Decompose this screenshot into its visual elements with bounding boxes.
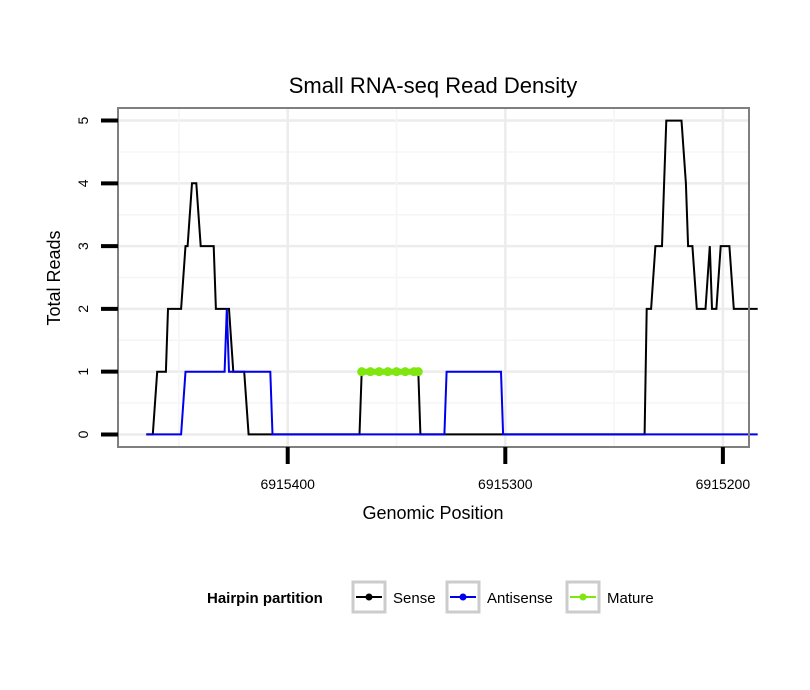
series-layer: [146, 119, 758, 436]
plot-panel-border: [117, 107, 750, 448]
y-tick-label-1: 1: [75, 368, 91, 376]
legend-label-sense: Sense: [393, 590, 436, 607]
y-tick-label-5: 5: [75, 116, 91, 124]
y-axis: 0 1 2 3 4 5: [75, 116, 118, 438]
y-tick-label-0: 0: [75, 430, 91, 438]
x-tick-label-6915400: 6915400: [260, 476, 315, 492]
legend: Hairpin partition Sense Antisense Mature: [207, 580, 654, 614]
legend-key-antisense-dot: [459, 593, 467, 601]
x-tick-label-6915200: 6915200: [696, 476, 751, 492]
grid-layer: [118, 108, 749, 447]
y-tick-label-3: 3: [75, 242, 91, 250]
series-point-mature-7: [413, 367, 423, 377]
y-tick-label-4: 4: [75, 179, 91, 187]
x-tick-label-6915300: 6915300: [478, 476, 533, 492]
legend-label-antisense: Antisense: [487, 590, 553, 607]
series-point-mature-1: [365, 367, 375, 377]
series-point-mature-2: [374, 367, 384, 377]
x-axis: 6915400 6915300 6915200: [260, 447, 750, 492]
series-point-mature-4: [392, 367, 402, 377]
x-axis-label: Genomic Position: [362, 503, 503, 523]
series-point-mature-5: [400, 367, 410, 377]
legend-label-mature: Mature: [607, 590, 654, 607]
series-point-mature-0: [357, 367, 367, 377]
legend-key-sense-dot: [365, 593, 373, 601]
y-tick-label-2: 2: [75, 305, 91, 313]
legend-key-mature-dot: [579, 593, 587, 601]
legend-title: Hairpin partition: [207, 590, 323, 607]
series-point-mature-3: [383, 367, 393, 377]
chart-title: Small RNA-seq Read Density: [289, 73, 578, 98]
y-axis-label: Total Reads: [44, 230, 64, 325]
series-line-antisense: [146, 308, 758, 436]
